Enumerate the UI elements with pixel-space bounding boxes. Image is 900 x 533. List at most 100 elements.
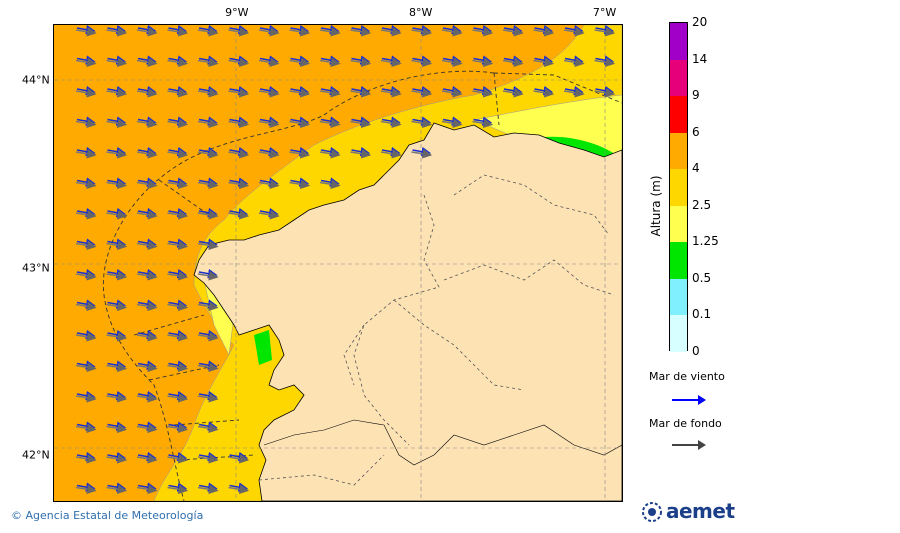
swell-arrow bbox=[136, 149, 158, 159]
aemet-logo-text: aemet bbox=[666, 499, 735, 523]
swell-arrow bbox=[380, 149, 402, 159]
swell-arrow bbox=[75, 362, 97, 372]
colorbar-segment bbox=[670, 278, 687, 316]
swell-arrow bbox=[75, 179, 97, 189]
swell-arrow bbox=[106, 27, 128, 37]
colorbar-segment bbox=[670, 315, 687, 353]
swell-arrow bbox=[167, 118, 189, 128]
swell-arrow bbox=[350, 27, 372, 37]
colorbar-segment bbox=[670, 242, 687, 280]
swell-arrow bbox=[472, 27, 494, 37]
sea-zone-green bbox=[544, 136, 619, 160]
colorbar-level-label: 0.1 bbox=[692, 307, 712, 322]
swell-arrow bbox=[258, 210, 280, 220]
swell-arrow bbox=[228, 454, 250, 464]
swell-arrow bbox=[167, 57, 189, 67]
swell-arrow bbox=[197, 484, 219, 494]
swell-arrow bbox=[75, 210, 97, 220]
swell-arrow bbox=[594, 57, 616, 67]
swell-arrow bbox=[106, 88, 128, 98]
swell-arrow bbox=[594, 88, 616, 98]
swell-arrow bbox=[258, 149, 280, 159]
swell-arrow bbox=[167, 27, 189, 37]
swell-arrow bbox=[502, 88, 524, 98]
swell-arrow bbox=[197, 88, 219, 98]
swell-arrow bbox=[197, 301, 219, 311]
swell-arrow bbox=[197, 454, 219, 464]
swell-arrow bbox=[533, 88, 555, 98]
wave-height-map bbox=[54, 25, 622, 501]
swell-arrow bbox=[106, 301, 128, 311]
swell-arrow bbox=[441, 57, 463, 67]
swell-arrow bbox=[380, 118, 402, 128]
swell-arrow bbox=[319, 27, 341, 37]
swell-arrow bbox=[228, 57, 250, 67]
swell-arrow bbox=[136, 57, 158, 67]
swell-arrow bbox=[197, 179, 219, 189]
swell-arrow bbox=[258, 57, 280, 67]
lon-label: 8°W bbox=[409, 6, 433, 19]
swell-arrow bbox=[106, 57, 128, 67]
swell-arrow bbox=[106, 210, 128, 220]
swell-arrow bbox=[197, 57, 219, 67]
lon-label: 9°W bbox=[225, 6, 249, 19]
swell-arrow bbox=[319, 149, 341, 159]
swell-arrow bbox=[106, 332, 128, 342]
swell-arrow bbox=[380, 27, 402, 37]
swell-arrow bbox=[594, 27, 616, 37]
agency-credit: © Agencia Estatal de Meteorología bbox=[11, 509, 204, 522]
country-border bbox=[263, 419, 622, 466]
swell-arrow bbox=[75, 57, 97, 67]
colorbar bbox=[669, 22, 688, 353]
swell-arrow bbox=[319, 88, 341, 98]
swell-arrow bbox=[167, 362, 189, 372]
swell-arrow bbox=[228, 118, 250, 128]
swell-arrow bbox=[350, 149, 372, 159]
colorbar-level-label: 2.5 bbox=[692, 197, 712, 212]
swell-arrow bbox=[258, 118, 280, 128]
colorbar-segment bbox=[670, 59, 687, 97]
swell-arrow bbox=[258, 88, 280, 98]
swell-arrow bbox=[228, 149, 250, 159]
swell-arrow bbox=[289, 118, 311, 128]
swell-arrow bbox=[75, 332, 97, 342]
swell-arrow bbox=[75, 271, 97, 281]
colorbar-segment bbox=[670, 96, 687, 134]
colorbar-segment bbox=[670, 169, 687, 207]
colorbar-level-label: 9 bbox=[692, 88, 700, 103]
colorbar-level-label: 20 bbox=[692, 15, 708, 29]
graticule bbox=[54, 25, 622, 501]
map-frame bbox=[53, 24, 623, 502]
swell-arrow bbox=[106, 179, 128, 189]
swell-arrow bbox=[136, 179, 158, 189]
swell-arrow bbox=[350, 57, 372, 67]
swell-arrow bbox=[75, 240, 97, 250]
swell-arrow bbox=[167, 454, 189, 464]
swell-arrow bbox=[563, 88, 585, 98]
swell-arrow bbox=[75, 88, 97, 98]
swell-arrow bbox=[197, 423, 219, 433]
swell-arrow bbox=[106, 271, 128, 281]
swell-arrow bbox=[441, 88, 463, 98]
swell-arrow bbox=[136, 240, 158, 250]
legend-wind-sea-arrow-icon bbox=[672, 395, 706, 405]
swell-arrow bbox=[258, 179, 280, 189]
swell-arrow bbox=[167, 301, 189, 311]
swell-arrow bbox=[167, 149, 189, 159]
swell-arrow bbox=[75, 118, 97, 128]
swell-arrow bbox=[106, 240, 128, 250]
colorbar-level-label: 6 bbox=[692, 124, 700, 139]
lon-label: 7°W bbox=[592, 6, 617, 19]
swell-arrow bbox=[136, 88, 158, 98]
lat-label: 43°N bbox=[22, 261, 50, 275]
swell-arrow bbox=[136, 362, 158, 372]
swell-arrow bbox=[136, 423, 158, 433]
swell-arrow bbox=[289, 88, 311, 98]
swell-arrow bbox=[350, 118, 372, 128]
colorbar-segment bbox=[670, 205, 687, 243]
swell-arrow bbox=[75, 423, 97, 433]
swell-arrow bbox=[75, 454, 97, 464]
swell-arrow bbox=[258, 27, 280, 37]
swell-arrow bbox=[197, 271, 219, 281]
colorbar-level-label: 0 bbox=[692, 344, 700, 358]
